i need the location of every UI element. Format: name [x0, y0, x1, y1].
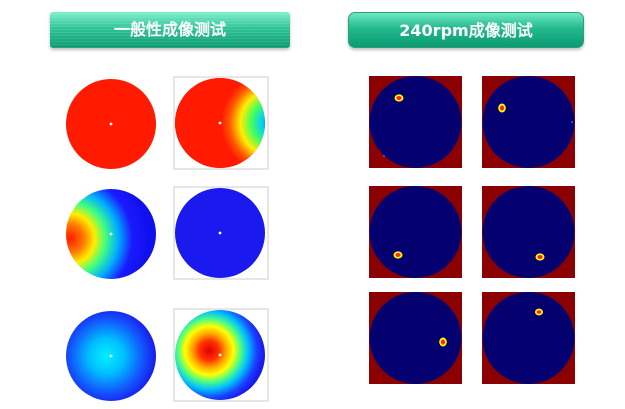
rpm-scan-spot-2 — [482, 76, 575, 168]
tomogram-uniform-red — [66, 79, 156, 169]
rpm-scan-spot-1 — [369, 76, 462, 168]
tomogram-uniform-blue — [173, 186, 269, 280]
rpm-scan-spot-4 — [482, 186, 575, 278]
rpm-scan-spot-3 — [369, 186, 462, 278]
rpm-imaging-test-header: 240rpm成像测试 — [348, 12, 584, 48]
tomogram-blue-left-hotspot — [66, 189, 156, 279]
rpm-scan-spot-6 — [482, 292, 575, 384]
tomogram-red-center-hotspot — [173, 308, 269, 402]
general-imaging-test-header: 一般性成像测试 — [50, 12, 290, 48]
tomogram-cyan-center — [66, 311, 156, 401]
tomogram-red-edge-gradient — [173, 76, 269, 170]
rpm-scan-spot-5 — [369, 292, 462, 384]
